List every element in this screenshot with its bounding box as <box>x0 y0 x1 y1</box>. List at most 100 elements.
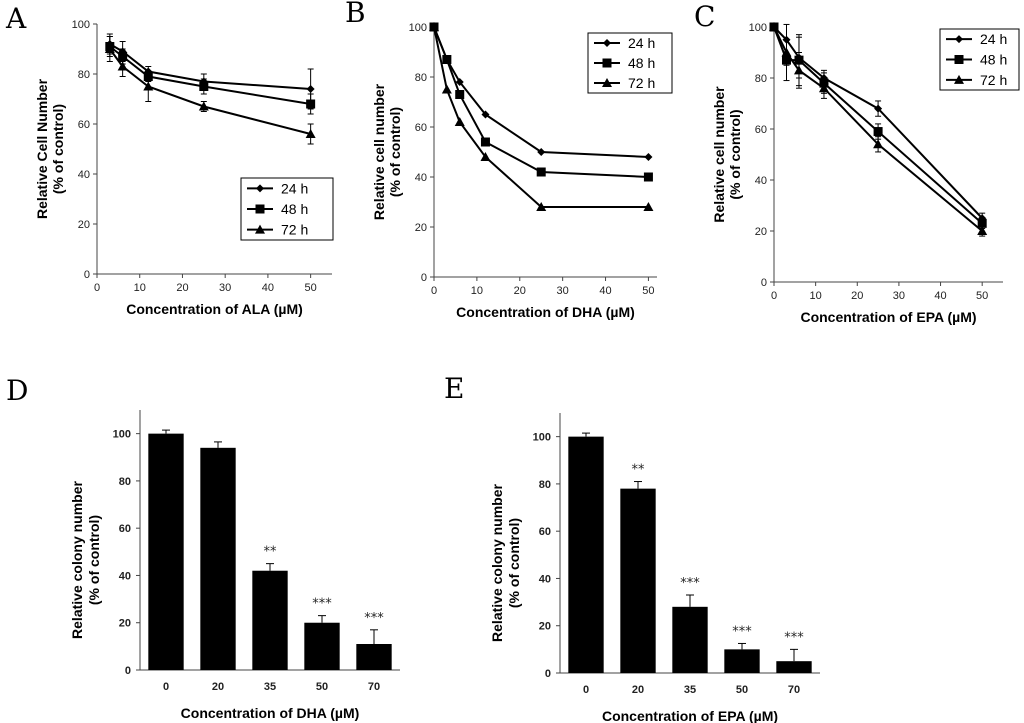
data-point-72h <box>198 101 209 111</box>
bar-50 <box>304 622 340 670</box>
legend-marker <box>603 39 611 47</box>
series-line-48h <box>109 45 311 105</box>
legend-marker <box>955 35 963 44</box>
panel-letter-b: B <box>345 0 366 29</box>
y-tick-label: 40 <box>415 172 427 184</box>
legend-marker <box>255 224 265 234</box>
data-point-48h <box>480 137 490 147</box>
y-axis-label: Relative cell number <box>711 86 727 223</box>
panel-letter-c: C <box>694 0 715 33</box>
legend-marker <box>602 78 612 87</box>
bar-20 <box>200 447 236 670</box>
x-axis-label: Concentration of ALA (µM) <box>126 301 303 317</box>
y-tick-label: 40 <box>539 573 551 585</box>
y-tick-label: 100 <box>113 429 131 441</box>
data-point-72h <box>643 202 654 211</box>
panel-b-line-chart: 0 20 40 60 80 100 0 10 20 30 40 50 Concentration of … <box>371 22 673 320</box>
y-tick-label: 80 <box>755 73 767 85</box>
x-tick-label: 70 <box>368 681 380 693</box>
y-tick-label: 60 <box>539 526 551 538</box>
y-tick-label: 80 <box>415 72 427 84</box>
data-point-48h <box>442 55 452 64</box>
x-tick-label: 50 <box>736 684 748 696</box>
data-point-72h <box>769 22 779 31</box>
y-tick-label: 40 <box>119 570 131 582</box>
data-point-24h <box>306 85 315 93</box>
x-tick-label: 0 <box>431 285 437 297</box>
significance-label: *** <box>784 630 804 645</box>
bar-20 <box>620 488 656 673</box>
legend-label: 24 h <box>281 180 308 196</box>
legend-marker <box>255 204 265 214</box>
bar-0 <box>568 436 604 673</box>
y-tick-label: 0 <box>125 665 131 677</box>
x-tick-label: 40 <box>262 282 274 294</box>
y-tick-label: 40 <box>78 169 90 181</box>
x-tick-label: 20 <box>212 681 224 693</box>
bar-70 <box>356 644 392 670</box>
y-tick-label: 100 <box>533 432 551 444</box>
significance-label: *** <box>732 624 752 639</box>
data-point-48h <box>455 90 465 99</box>
x-tick-label: 20 <box>176 282 188 294</box>
x-axis-label: Concentration of EPA (µM) <box>602 708 778 723</box>
y-axis-label: Relative cell number <box>371 83 387 220</box>
data-point-72h <box>104 44 115 53</box>
panel-e-bar-chart: 0 20 40 60 80 100 0 20 ** 35 *** 50 *** 70 *** Concentr… <box>489 413 820 723</box>
y-tick-label: 60 <box>119 523 131 535</box>
panel-d-bar-chart: 0 20 40 60 80 100 0 20 35 ** 50 *** 70 *** Concentrati… <box>69 410 400 721</box>
significance-label: *** <box>312 597 332 612</box>
legend-label: 48 h <box>281 201 308 217</box>
x-tick-label: 40 <box>599 285 611 297</box>
data-point-48h <box>977 218 987 228</box>
data-point-24h <box>874 104 883 113</box>
y-tick-label: 100 <box>72 19 90 31</box>
data-point-72h <box>977 226 988 235</box>
y-tick-label: 100 <box>749 22 767 34</box>
y-tick-label: 100 <box>409 22 427 34</box>
bar-35 <box>252 570 288 670</box>
data-point-48h <box>306 99 316 109</box>
legend-label: 48 h <box>628 55 655 71</box>
y-tick-label: 20 <box>539 621 551 633</box>
x-tick-label: 50 <box>642 285 654 297</box>
significance-label: *** <box>680 576 700 591</box>
x-axis-label: Concentration of DHA (µM) <box>181 705 360 721</box>
data-point-48h <box>643 172 653 182</box>
panel-letter-e: E <box>444 372 464 405</box>
x-axis-label: Concentration of DHA (µM) <box>456 304 635 320</box>
data-point-48h <box>873 127 883 137</box>
legend-marker <box>602 58 612 68</box>
series-line-72h <box>773 26 983 232</box>
data-point-72h <box>454 117 465 126</box>
panel-letter-d: D <box>6 374 28 407</box>
series-line-24h <box>773 26 983 219</box>
data-point-24h <box>537 148 546 156</box>
y-tick-label: 60 <box>415 122 427 134</box>
data-point-48h <box>536 167 546 177</box>
data-point-72h <box>536 202 547 211</box>
data-point-72h <box>429 22 439 31</box>
x-tick-label: 20 <box>514 285 526 297</box>
data-point-72h <box>441 84 452 94</box>
significance-label: *** <box>364 611 384 626</box>
series-line-72h <box>433 26 649 208</box>
y-tick-label: 20 <box>78 219 90 231</box>
y-tick-label: 40 <box>755 175 767 187</box>
y-tick-label: 0 <box>421 272 427 284</box>
x-tick-label: 30 <box>893 290 905 302</box>
legend-label: 24 h <box>628 35 655 51</box>
data-point-48h <box>199 82 209 91</box>
bar-50 <box>724 649 760 673</box>
data-point-72h <box>793 65 804 75</box>
data-point-72h <box>818 83 829 93</box>
x-tick-label: 10 <box>471 285 483 297</box>
x-tick-label: 0 <box>94 282 100 294</box>
legend-marker <box>954 74 964 84</box>
data-point-24h <box>481 110 490 119</box>
y-axis-label: (% of control) <box>50 104 66 194</box>
data-point-72h <box>480 152 491 161</box>
y-tick-label: 80 <box>539 479 551 491</box>
